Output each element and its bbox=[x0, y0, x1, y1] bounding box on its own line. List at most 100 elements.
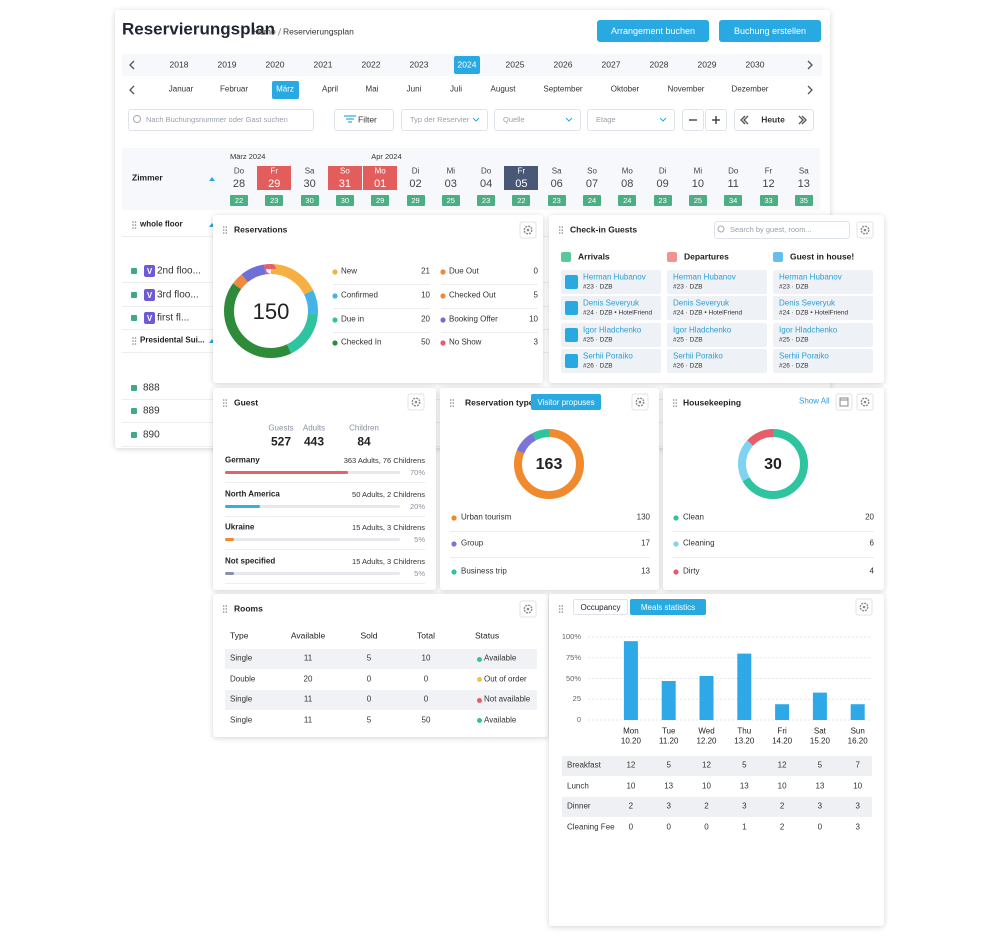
country-percent: 5% bbox=[414, 568, 425, 578]
occupancy-count: 23 bbox=[653, 195, 672, 206]
year[interactable]: 2020 bbox=[265, 59, 285, 70]
year[interactable]: 2028 bbox=[649, 59, 669, 70]
occupancy-count: 23 bbox=[547, 195, 566, 206]
filter-button[interactable] bbox=[334, 109, 394, 131]
date-nav[interactable] bbox=[734, 109, 814, 131]
x-tick-date: 10.20 bbox=[620, 736, 641, 746]
month[interactable]: April bbox=[321, 84, 339, 94]
year[interactable]: 2018 bbox=[169, 59, 189, 70]
weekday: Do bbox=[728, 166, 739, 176]
tab-active[interactable]: Visitor propuses bbox=[531, 394, 601, 410]
select[interactable] bbox=[494, 109, 581, 131]
table-cell: 0 bbox=[817, 822, 823, 832]
month[interactable]: Mai bbox=[365, 84, 379, 94]
today-button[interactable]: Heute bbox=[761, 114, 785, 125]
table-cell: 11 bbox=[303, 715, 313, 725]
month[interactable]: Januar bbox=[168, 84, 194, 94]
x-tick-label: Mon bbox=[623, 726, 639, 736]
weekday: Sa bbox=[551, 166, 562, 176]
guest-info: #25 · DZB bbox=[779, 336, 809, 344]
year[interactable]: 2029 bbox=[697, 59, 717, 70]
guest-entry[interactable] bbox=[667, 348, 767, 373]
year[interactable]: 2030 bbox=[745, 59, 765, 70]
table-cell: 0 bbox=[423, 674, 429, 684]
guest-entry[interactable] bbox=[667, 270, 767, 294]
month[interactable]: September bbox=[543, 84, 583, 94]
year[interactable]: 2022 bbox=[361, 59, 381, 70]
x-tick-label: Thu bbox=[737, 726, 752, 736]
legend-label: Due in bbox=[341, 314, 365, 324]
year[interactable]: 2027 bbox=[601, 59, 621, 70]
status-dot bbox=[477, 718, 482, 723]
guest-info: #23 · DZB bbox=[779, 283, 809, 291]
month[interactable]: Februar bbox=[219, 84, 249, 94]
guest-info: #26 · DZB bbox=[673, 362, 703, 370]
month[interactable]: Juni bbox=[406, 84, 422, 94]
month[interactable]: Oktober bbox=[610, 84, 640, 94]
month[interactable]: August bbox=[490, 84, 516, 94]
month-label: Apr 2024 bbox=[371, 151, 402, 161]
table-row-shade bbox=[225, 649, 537, 669]
year[interactable]: 2024 bbox=[457, 59, 477, 70]
year[interactable]: 2023 bbox=[409, 59, 429, 70]
guest-search[interactable] bbox=[714, 221, 850, 239]
year[interactable]: 2021 bbox=[313, 59, 333, 70]
table-cell: 2 bbox=[779, 801, 785, 811]
progress-fill bbox=[225, 538, 234, 542]
select[interactable] bbox=[401, 109, 488, 131]
month[interactable]: Juli bbox=[449, 84, 463, 94]
guest-entry[interactable] bbox=[773, 296, 873, 321]
weekday: Sa bbox=[304, 166, 315, 176]
day-highlight bbox=[504, 166, 539, 190]
guest-entry[interactable] bbox=[773, 322, 873, 347]
room-dot bbox=[131, 385, 137, 391]
guest-entry[interactable] bbox=[773, 270, 873, 294]
occupancy-count: 23 bbox=[477, 195, 496, 206]
widget-title: Guest bbox=[234, 397, 259, 408]
legend-label: Confirmed bbox=[341, 290, 378, 300]
day-number: 03 bbox=[444, 177, 457, 190]
zoom-out[interactable] bbox=[682, 109, 704, 131]
table-cell: Single bbox=[230, 694, 253, 704]
entry-icon bbox=[565, 301, 578, 316]
room-badge: V bbox=[144, 289, 155, 301]
table-cell: 10 bbox=[777, 781, 787, 791]
year[interactable]: 2019 bbox=[217, 59, 237, 70]
y-tick-label: 75% bbox=[565, 652, 581, 662]
select[interactable] bbox=[587, 109, 675, 131]
primary-button[interactable]: Arrangement buchen bbox=[597, 20, 709, 42]
guest-entry[interactable] bbox=[667, 296, 767, 321]
search-input[interactable] bbox=[128, 109, 314, 131]
widget-title: Rooms bbox=[234, 603, 263, 614]
guest-entry[interactable] bbox=[773, 348, 873, 373]
search-placeholder: Search by guest, room... bbox=[730, 224, 812, 234]
tab[interactable]: Occupancy bbox=[573, 599, 628, 615]
month[interactable]: November bbox=[667, 84, 705, 94]
select-placeholder: Typ der Reservier bbox=[410, 114, 470, 124]
table-cell: 0 bbox=[628, 822, 634, 832]
room-name: 888 bbox=[143, 382, 160, 394]
status-dot bbox=[477, 697, 482, 703]
year[interactable]: 2025 bbox=[505, 59, 525, 70]
zoom-in[interactable] bbox=[705, 109, 727, 131]
year[interactable]: 2026 bbox=[553, 59, 573, 70]
table-cell: 0 bbox=[366, 674, 372, 684]
table-row-label: Breakfast bbox=[567, 760, 601, 770]
entry-icon bbox=[565, 327, 578, 342]
table-cell: 12 bbox=[777, 760, 787, 770]
primary-button[interactable]: Buchung erstellen bbox=[719, 20, 821, 42]
legend-value: 50 bbox=[421, 337, 430, 347]
show-all-link[interactable]: Show All bbox=[799, 396, 830, 406]
table-cell: Single bbox=[230, 653, 253, 663]
legend-value: 20 bbox=[421, 314, 430, 324]
widget-card bbox=[213, 388, 436, 590]
day-number: 11 bbox=[727, 177, 739, 190]
legend-separator bbox=[441, 332, 538, 333]
legend-label: No Show bbox=[449, 337, 482, 347]
day-highlight bbox=[327, 166, 362, 190]
guest-info: #23 · DZB bbox=[583, 283, 613, 291]
month[interactable]: März bbox=[276, 84, 294, 94]
month[interactable]: Dezember bbox=[731, 84, 769, 94]
guest-entry[interactable] bbox=[667, 322, 767, 347]
tab[interactable]: Meals statistics bbox=[630, 599, 706, 615]
